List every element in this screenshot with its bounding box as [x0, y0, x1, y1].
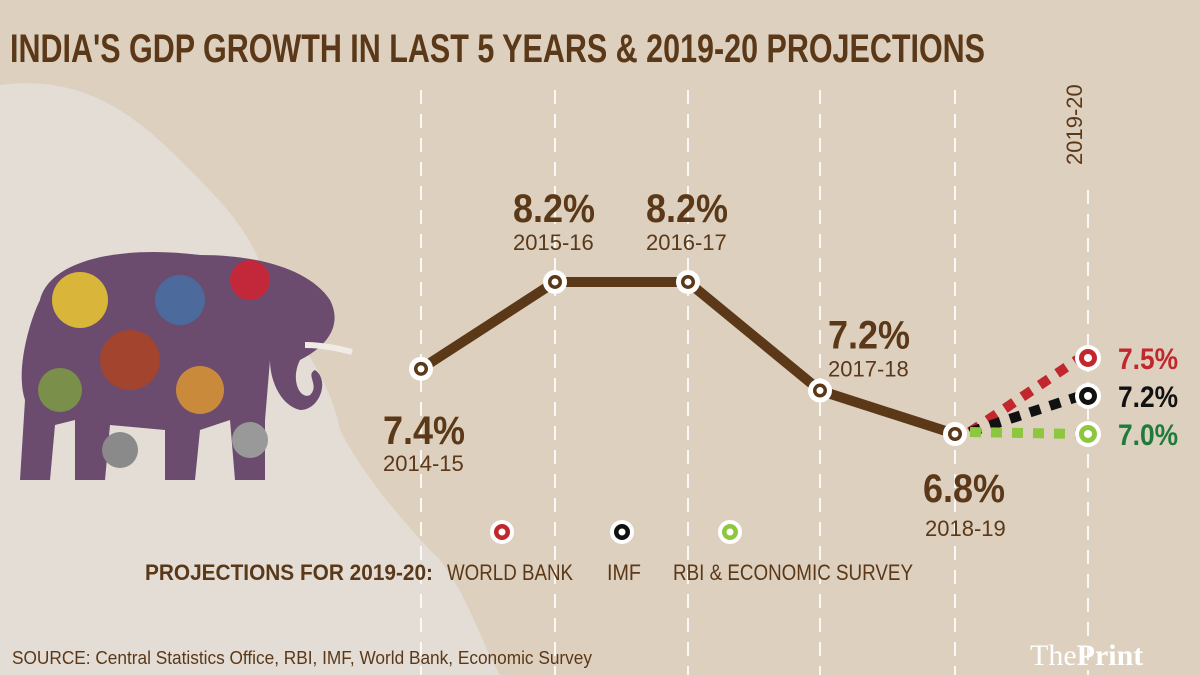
- projection-point-center: [1084, 353, 1092, 362]
- data-point-center: [684, 278, 692, 286]
- projection-line-2: [969, 427, 1081, 439]
- value-label: 7.2%: [828, 314, 910, 358]
- elephant-illustration: [20, 252, 353, 480]
- projection-line-0: [967, 353, 1083, 437]
- chart-title: INDIA'S GDP GROWTH IN LAST 5 YEARS & 201…: [10, 27, 985, 71]
- legend-title: PROJECTIONS FOR 2019-20:: [145, 560, 433, 585]
- legend-label: RBI & ECONOMIC SURVEY: [673, 560, 913, 585]
- year-label: 2016-17: [646, 230, 727, 255]
- projection-value-label: 7.0%: [1118, 419, 1178, 452]
- data-point-center: [951, 430, 959, 438]
- value-label: 6.8%: [923, 467, 1005, 511]
- projection-value-label: 7.5%: [1118, 343, 1178, 376]
- year-label: 2014-15: [383, 451, 464, 476]
- legend-label: WORLD BANK: [447, 560, 573, 585]
- data-point-center: [816, 387, 824, 395]
- brand-logo: ThePrint: [1030, 639, 1143, 672]
- year-label: 2015-16: [513, 230, 594, 255]
- dashed-gridlines: [420, 90, 1089, 675]
- data-point-center: [551, 278, 559, 286]
- projection-point-center: [1084, 429, 1092, 438]
- projection-line-1: [968, 391, 1082, 437]
- year-label: 2018-19: [925, 516, 1006, 541]
- legend-marker-center: [726, 528, 734, 536]
- value-label: 8.2%: [646, 187, 728, 231]
- legend: PROJECTIONS FOR 2019-20: WORLD BANK IMF RB…: [145, 520, 913, 585]
- data-point-center: [417, 365, 425, 373]
- projection-value-label: 7.2%: [1118, 381, 1178, 414]
- legend-marker-center: [618, 528, 626, 536]
- year-label: 2017-18: [828, 357, 909, 382]
- legend-label: IMF: [607, 560, 641, 585]
- value-label: 7.4%: [383, 409, 465, 453]
- legend-marker-center: [498, 528, 506, 536]
- source-note: SOURCE: Central Statistics Office, RBI, …: [12, 648, 592, 668]
- projection-year-label: 2019-20: [1062, 84, 1087, 165]
- value-label: 8.2%: [513, 187, 595, 231]
- projection-point-center: [1084, 391, 1092, 400]
